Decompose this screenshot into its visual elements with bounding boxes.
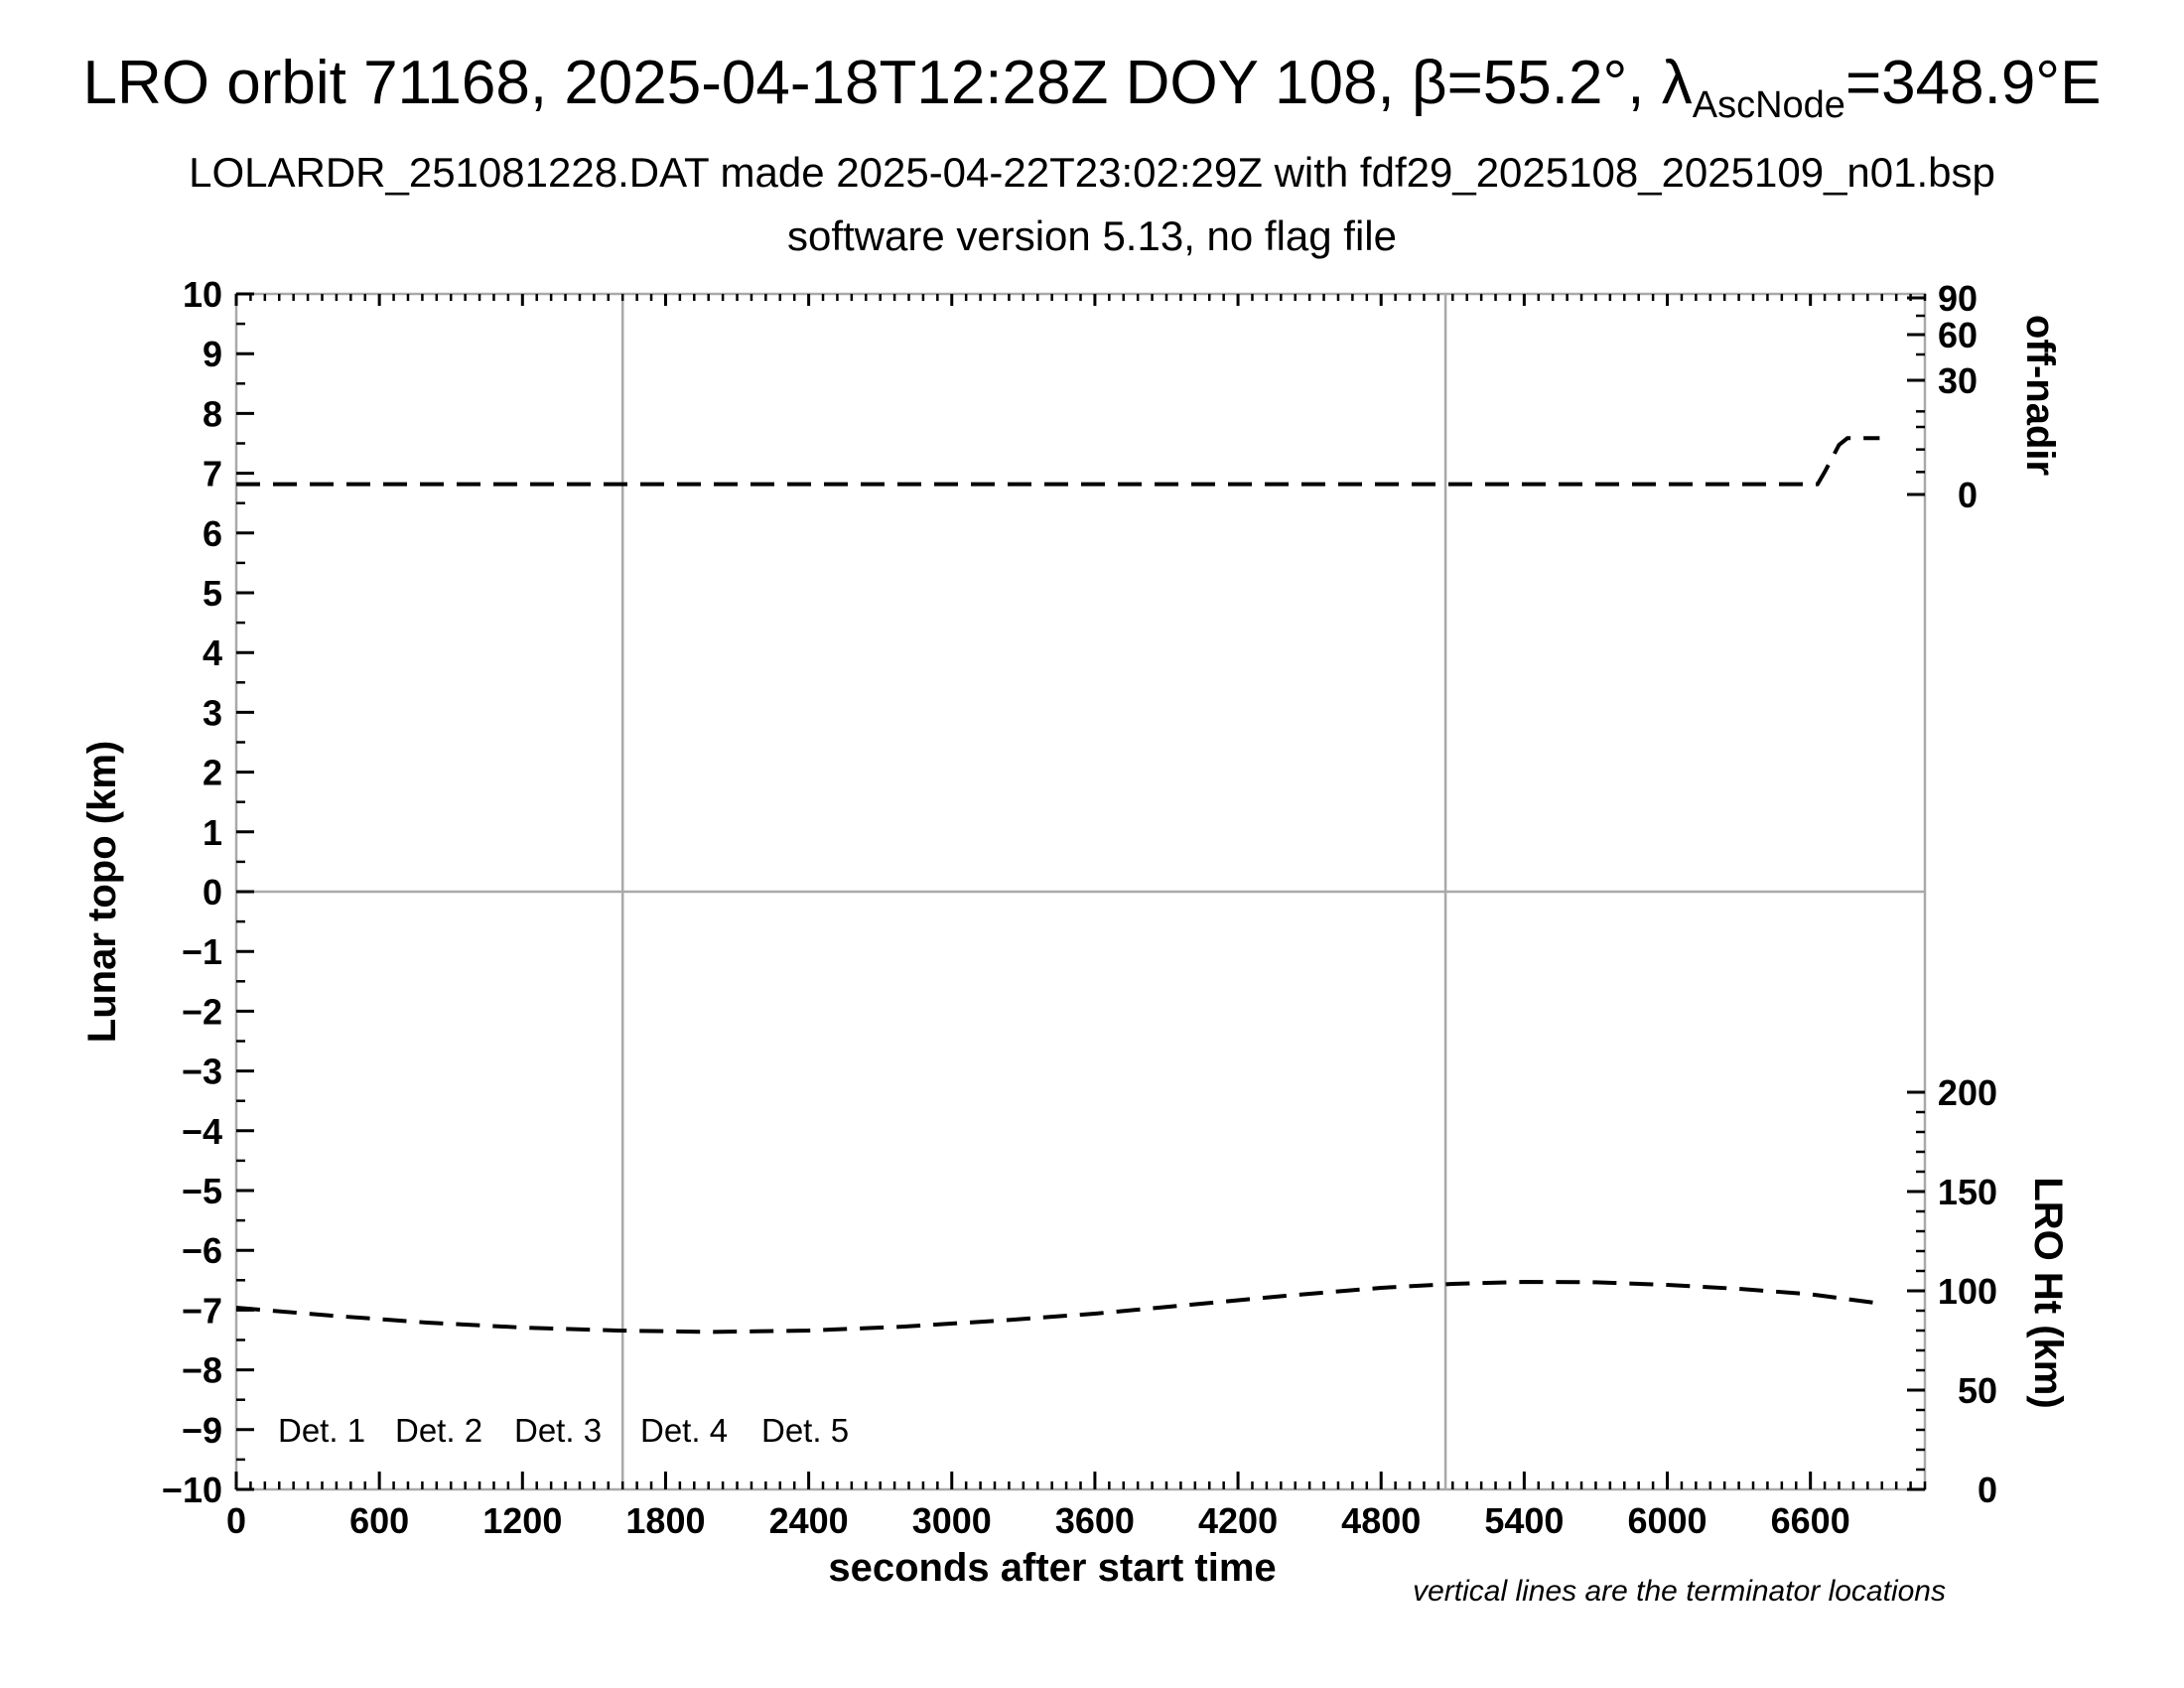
y-left-tick-label: −9: [182, 1410, 222, 1451]
x-tick-label: 6600: [1771, 1500, 1850, 1541]
y-left-axis-label: Lunar topo (km): [80, 741, 124, 1043]
off-nadir-tick-label: 0: [1958, 475, 1978, 515]
legend-item-det-1: Det. 1: [278, 1412, 365, 1449]
chart-title-main: LRO orbit 71168, 2025-04-18T12:28Z DOY 1…: [82, 49, 1693, 117]
y-left-tick-label: −6: [182, 1230, 222, 1271]
curve-off-nadir-angle: [236, 436, 1880, 487]
y-left-tick-label: −8: [182, 1350, 222, 1391]
off-nadir-tick-label: 60: [1938, 315, 1978, 355]
chart-title: LRO orbit 71168, 2025-04-18T12:28Z DOY 1…: [0, 48, 2184, 127]
y-left-tick-label: 6: [203, 513, 222, 554]
lro-ht-tick-label: 0: [1978, 1470, 1997, 1510]
chart-subtitle-file: LOLARDR_251081228.DAT made 2025-04-22T23…: [189, 149, 1995, 196]
y-left-tick-label: −2: [182, 991, 222, 1032]
off-nadir-tick-label: 90: [1938, 278, 1978, 319]
y-left-tick-label: 9: [203, 334, 222, 374]
lro-ht-tick-label: 200: [1938, 1072, 1997, 1113]
legend-item-det-4: Det. 4: [640, 1412, 728, 1449]
lro-ht-axis-label: LRO Ht (km): [2026, 1177, 2070, 1408]
lro-ht-tick-label: 100: [1938, 1271, 1997, 1312]
legend-item-det-2: Det. 2: [395, 1412, 482, 1449]
y-left-tick-label: 3: [203, 692, 222, 733]
curve-LRO-height: [235, 1279, 1883, 1335]
y-left-tick-label: −3: [182, 1052, 222, 1092]
y-left-tick-label: 10: [183, 274, 222, 315]
y-left-tick-label: 7: [203, 454, 222, 494]
y-left-tick-label: −4: [182, 1111, 222, 1152]
chart-title-subscript: AscNode: [1692, 84, 1845, 126]
x-tick-label: 2400: [769, 1500, 849, 1541]
y-left-tick-label: 4: [203, 633, 222, 673]
terminator-footnote: vertical lines are the terminator locati…: [1413, 1575, 1946, 1608]
y-left-tick-label: 2: [203, 753, 222, 793]
x-tick-label: 1800: [625, 1500, 705, 1541]
x-tick-label: 4200: [1198, 1500, 1278, 1541]
off-nadir-tick-label: 30: [1938, 360, 1978, 401]
off-nadir-axis-label: off-nadir: [2018, 315, 2062, 476]
x-tick-label: 3000: [912, 1500, 992, 1541]
chart-title-end: =348.9°E: [1844, 49, 2102, 117]
chart-subtitle-version: software version 5.13, no flag file: [786, 212, 1397, 259]
lro-ht-tick-label: 50: [1958, 1370, 1997, 1411]
x-axis-label: seconds after start time: [828, 1546, 1276, 1590]
legend-item-det-3: Det. 3: [514, 1412, 602, 1449]
x-tick-label: 6000: [1627, 1500, 1706, 1541]
y-left-tick-label: −1: [182, 931, 222, 972]
x-tick-label: 4800: [1341, 1500, 1421, 1541]
y-left-tick-label: −10: [162, 1470, 222, 1510]
y-left-tick-label: 1: [203, 812, 222, 853]
x-tick-label: 5400: [1484, 1500, 1564, 1541]
x-tick-label: 3600: [1055, 1500, 1135, 1541]
y-left-tick-label: −5: [182, 1171, 222, 1211]
x-tick-label: 1200: [482, 1500, 562, 1541]
x-tick-label: 600: [349, 1500, 409, 1541]
y-left-tick-label: 0: [203, 872, 222, 913]
y-left-tick-label: −7: [182, 1290, 222, 1331]
lro-ht-tick-label: 150: [1938, 1172, 1997, 1212]
x-tick-label: 0: [226, 1500, 246, 1541]
y-left-tick-label: 8: [203, 393, 222, 434]
y-left-tick-label: 5: [203, 573, 222, 614]
legend-item-det-5: Det. 5: [761, 1412, 849, 1449]
